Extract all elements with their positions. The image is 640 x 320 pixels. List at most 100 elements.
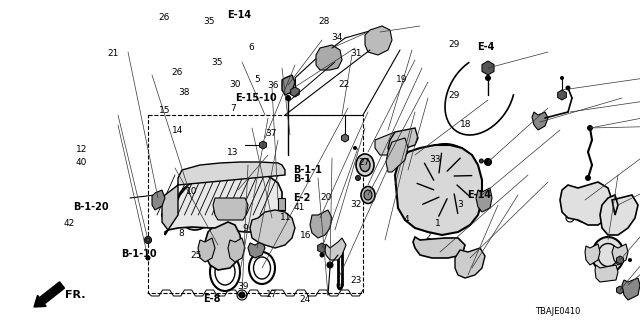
Circle shape xyxy=(235,247,241,253)
Polygon shape xyxy=(532,112,548,130)
Circle shape xyxy=(355,175,360,180)
Ellipse shape xyxy=(426,163,464,207)
Polygon shape xyxy=(250,210,295,248)
Text: 20: 20 xyxy=(320,193,332,202)
Text: 21: 21 xyxy=(108,49,119,58)
Text: 42: 42 xyxy=(64,220,76,228)
Polygon shape xyxy=(455,248,485,278)
Text: 36: 36 xyxy=(268,81,279,90)
Circle shape xyxy=(460,245,465,251)
Text: E-14: E-14 xyxy=(467,189,492,200)
FancyArrow shape xyxy=(34,282,65,307)
Text: 16: 16 xyxy=(300,231,311,240)
Text: 23: 23 xyxy=(351,276,362,285)
Polygon shape xyxy=(205,222,242,270)
Circle shape xyxy=(596,188,604,196)
Polygon shape xyxy=(198,238,215,262)
Text: E-2: E-2 xyxy=(293,193,310,204)
Polygon shape xyxy=(310,210,332,238)
Ellipse shape xyxy=(361,187,375,204)
Polygon shape xyxy=(228,238,245,262)
Polygon shape xyxy=(476,188,492,212)
Text: B-1-1: B-1-1 xyxy=(293,164,322,175)
Polygon shape xyxy=(260,141,266,149)
Text: B-1-10: B-1-10 xyxy=(122,249,157,260)
Text: 37: 37 xyxy=(266,129,277,138)
Ellipse shape xyxy=(364,190,372,200)
Text: 12: 12 xyxy=(76,145,87,154)
Text: 6: 6 xyxy=(248,43,254,52)
Polygon shape xyxy=(342,134,348,142)
Polygon shape xyxy=(152,190,165,210)
Text: 9: 9 xyxy=(242,224,248,233)
Text: 2: 2 xyxy=(426,232,431,241)
Circle shape xyxy=(235,187,241,193)
Circle shape xyxy=(406,207,411,211)
Polygon shape xyxy=(395,145,482,235)
Text: 39: 39 xyxy=(237,282,248,291)
Text: 24: 24 xyxy=(300,295,311,304)
Polygon shape xyxy=(560,182,612,225)
Text: 10: 10 xyxy=(186,187,197,196)
Ellipse shape xyxy=(416,152,474,218)
Polygon shape xyxy=(482,61,494,75)
Circle shape xyxy=(476,255,481,260)
Circle shape xyxy=(585,175,591,181)
Bar xyxy=(148,115,363,293)
Text: 14: 14 xyxy=(172,126,183,135)
Text: 15: 15 xyxy=(159,106,170,115)
Circle shape xyxy=(161,212,168,219)
Polygon shape xyxy=(317,243,326,253)
Text: 13: 13 xyxy=(227,148,239,157)
Circle shape xyxy=(243,179,248,183)
Circle shape xyxy=(419,245,424,251)
Polygon shape xyxy=(413,237,465,258)
Polygon shape xyxy=(616,286,623,294)
Text: 4: 4 xyxy=(403,215,409,224)
Circle shape xyxy=(278,193,282,197)
Circle shape xyxy=(330,56,334,60)
Circle shape xyxy=(458,268,463,273)
Text: 35: 35 xyxy=(204,17,215,26)
Ellipse shape xyxy=(360,158,370,172)
Polygon shape xyxy=(325,238,346,260)
Polygon shape xyxy=(388,128,418,155)
Circle shape xyxy=(566,188,574,196)
Circle shape xyxy=(452,249,458,255)
Text: 41: 41 xyxy=(293,204,305,212)
Ellipse shape xyxy=(592,237,624,273)
Text: 34: 34 xyxy=(332,33,343,42)
Circle shape xyxy=(268,193,273,197)
Circle shape xyxy=(145,255,150,260)
Ellipse shape xyxy=(176,184,214,230)
Ellipse shape xyxy=(188,198,202,216)
Text: B-1-20: B-1-20 xyxy=(74,202,109,212)
Text: 7: 7 xyxy=(230,104,236,113)
Ellipse shape xyxy=(356,154,374,176)
Polygon shape xyxy=(612,244,628,265)
Polygon shape xyxy=(213,198,248,220)
Polygon shape xyxy=(162,185,178,230)
Polygon shape xyxy=(386,138,408,172)
Circle shape xyxy=(587,125,593,131)
Circle shape xyxy=(207,247,213,253)
Circle shape xyxy=(353,146,357,150)
Circle shape xyxy=(279,202,283,206)
Circle shape xyxy=(538,119,543,124)
Text: 31: 31 xyxy=(351,49,362,58)
Text: 29: 29 xyxy=(448,40,460,49)
Circle shape xyxy=(376,37,381,43)
Circle shape xyxy=(485,75,491,81)
Text: 28: 28 xyxy=(319,17,330,26)
Circle shape xyxy=(383,143,387,147)
Polygon shape xyxy=(278,198,285,210)
Circle shape xyxy=(406,159,411,163)
Ellipse shape xyxy=(243,192,267,222)
Ellipse shape xyxy=(248,199,262,215)
Text: 38: 38 xyxy=(178,88,189,97)
Circle shape xyxy=(145,236,152,244)
Circle shape xyxy=(337,245,343,251)
Circle shape xyxy=(483,197,488,203)
Circle shape xyxy=(319,252,324,258)
Text: 22: 22 xyxy=(338,80,349,89)
